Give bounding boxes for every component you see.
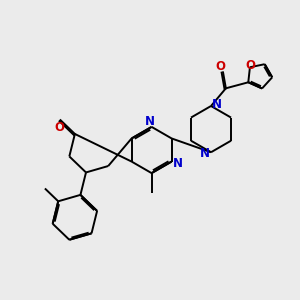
Text: N: N [200,147,210,161]
Text: N: N [172,157,182,170]
Text: N: N [145,115,155,128]
Text: O: O [54,121,64,134]
Text: O: O [215,60,226,73]
Text: O: O [246,59,256,72]
Text: N: N [212,98,222,111]
